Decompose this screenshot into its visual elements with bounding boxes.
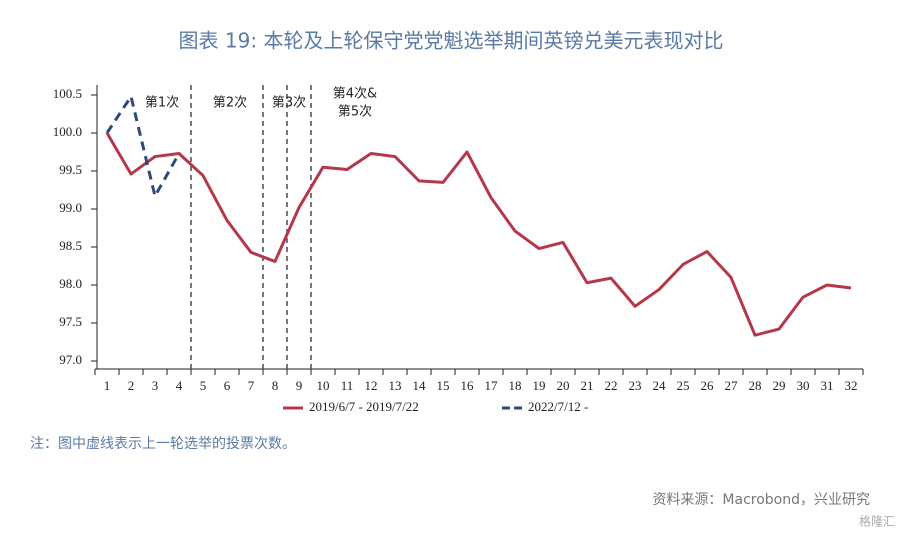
x-tick-label: 27	[725, 378, 739, 393]
source: 资料来源：Macrobond，兴业研究	[652, 492, 870, 508]
x-tick-label: 21	[581, 378, 594, 393]
note: 注：图中虚线表示上一轮选举的投票次数。	[30, 436, 296, 452]
x-tick-label: 9	[296, 378, 303, 393]
y-tick-label: 97.5	[59, 314, 82, 329]
x-tick-label: 31	[821, 378, 834, 393]
x-tick-label: 7	[248, 378, 255, 393]
annotation: 第3次	[272, 95, 306, 111]
x-tick-label: 14	[413, 378, 427, 393]
x-tick-label: 13	[389, 378, 402, 393]
x-tick-label: 19	[533, 378, 546, 393]
x-tick-label: 26	[701, 378, 715, 393]
y-tick-label: 99.0	[59, 200, 82, 215]
x-tick-label: 28	[749, 378, 762, 393]
legend-label: 2022/7/12 -	[528, 399, 588, 414]
watermark: 格隆汇	[859, 514, 895, 529]
x-tick-label: 8	[272, 378, 279, 393]
x-tick-label: 5	[200, 378, 207, 393]
legend-label: 2019/6/7 - 2019/7/22	[309, 399, 419, 414]
x-tick-label: 12	[365, 378, 378, 393]
x-tick-label: 23	[629, 378, 642, 393]
x-tick-label: 6	[224, 378, 231, 393]
y-tick-label: 98.0	[59, 276, 82, 291]
x-tick-label: 1	[104, 378, 111, 393]
y-tick-label: 98.5	[59, 238, 82, 253]
x-tick-label: 24	[653, 378, 667, 393]
x-tick-label: 32	[845, 378, 858, 393]
x-tick-label: 10	[317, 378, 330, 393]
x-tick-label: 25	[677, 378, 690, 393]
x-tick-label: 3	[152, 378, 159, 393]
x-tick-label: 16	[461, 378, 475, 393]
y-tick-label: 100.0	[53, 124, 82, 139]
y-tick-label: 99.5	[59, 162, 82, 177]
x-tick-label: 30	[797, 378, 810, 393]
chart-title: 图表 19: 本轮及上轮保守党党魁选举期间英镑兑美元表现对比	[179, 29, 724, 53]
annotation: 第4次&	[333, 86, 377, 102]
x-tick-label: 22	[605, 378, 618, 393]
x-tick-label: 11	[341, 378, 354, 393]
annotation: 第1次	[145, 95, 179, 111]
x-tick-label: 17	[485, 378, 499, 393]
y-tick-label: 100.5	[53, 86, 82, 101]
x-tick-label: 18	[509, 378, 522, 393]
x-tick-label: 29	[773, 378, 786, 393]
series-line	[105, 95, 181, 198]
annotation: 第5次	[338, 104, 372, 120]
x-tick-label: 4	[176, 378, 183, 393]
x-tick-label: 20	[557, 378, 570, 393]
x-tick-label: 2	[128, 378, 135, 393]
y-tick-label: 97.0	[59, 352, 82, 367]
series-line	[105, 132, 852, 337]
x-tick-label: 15	[437, 378, 450, 393]
annotation: 第2次	[213, 95, 247, 111]
